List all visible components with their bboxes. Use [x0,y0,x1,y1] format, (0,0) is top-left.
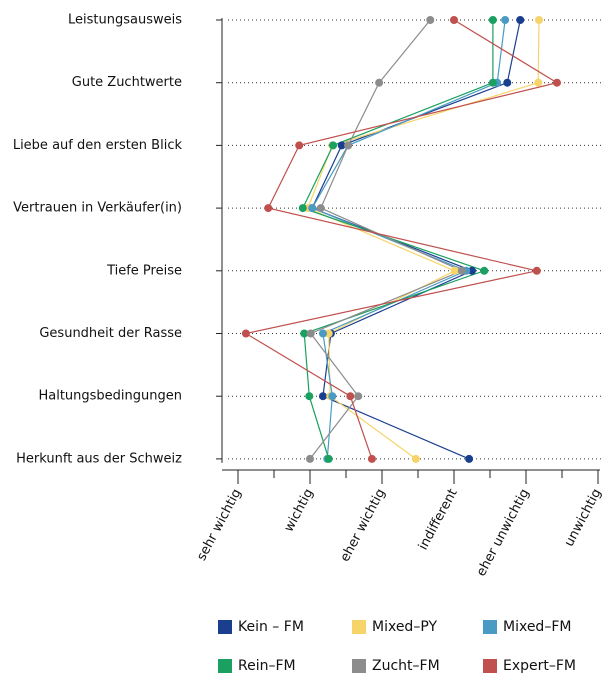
data-point [552,78,561,87]
x-tick-label: eher unwichtig [474,486,533,579]
data-point [534,78,543,87]
data-point [457,266,466,275]
legend-label: Kein – FM [238,619,304,635]
series-line [309,19,464,460]
legend-swatch [483,620,497,634]
y-tick-label: Gesundheit der Rasse [39,326,182,341]
legend-label: Mixed–FM [503,619,571,635]
data-point [450,16,458,24]
data-point [241,329,250,338]
data-point [337,141,346,150]
data-point [532,266,541,275]
series-line [311,19,506,459]
data-point [426,16,435,24]
data-point [305,392,314,401]
legend-swatch [352,659,366,673]
legend-swatch [483,659,497,673]
series-line [301,20,494,460]
data-point [318,329,327,338]
y-tick-label: Vertrauen in Verkäufer(in) [13,201,182,216]
data-point [468,266,476,275]
x-tick-label: wichtig [282,486,317,534]
data-point [354,392,363,401]
data-point [346,392,355,401]
data-point [329,141,338,150]
y-tick-label: Tiefe Preise [106,263,182,278]
data-point [534,16,543,24]
data-point [328,392,337,401]
data-point [375,78,384,87]
legend-swatch [352,620,366,634]
data-point [516,16,525,24]
data-point [411,454,420,463]
data-point [324,329,333,338]
series-line [244,19,559,460]
y-tick-label: Leistungsausweis [68,13,182,28]
data-point [306,454,314,463]
data-point [298,204,307,213]
x-tick-label: indifferent [416,486,461,552]
series-line [307,19,540,460]
legend-swatch [218,659,232,673]
x-tick-label: eher wichtig [338,486,389,564]
data-point [488,16,497,24]
y-tick-label: Gute Zuchtwerte [72,75,182,90]
data-point [480,266,489,275]
legend-label: Mixed–PY [372,619,437,635]
data-point [344,141,353,150]
x-tick-label: sehr wichtig [194,486,244,563]
legend-label: Zucht–FM [372,658,440,674]
data-point [367,454,376,463]
data-point [450,266,459,275]
data-point [295,141,304,150]
data-point [318,392,327,401]
data-point [306,329,315,338]
y-tick-label: Liebe auf den ersten Blick [13,138,183,153]
y-tick-label: Haltungsbedingungen [38,389,182,404]
x-tick-label: unwichtig [562,486,605,549]
data-point [300,329,309,338]
data-point [264,204,273,213]
data-point [316,204,325,213]
legend-label: Expert–FM [503,658,576,674]
data-point [503,78,512,87]
legend-label: Rein–FM [238,658,296,674]
y-tick-label: Herkunft aus der Schweiz [16,451,182,466]
data-point [324,454,333,463]
data-point [501,16,510,24]
data-point [488,78,497,87]
legend-swatch [218,620,232,634]
data-point [308,204,317,213]
data-point [465,454,474,463]
